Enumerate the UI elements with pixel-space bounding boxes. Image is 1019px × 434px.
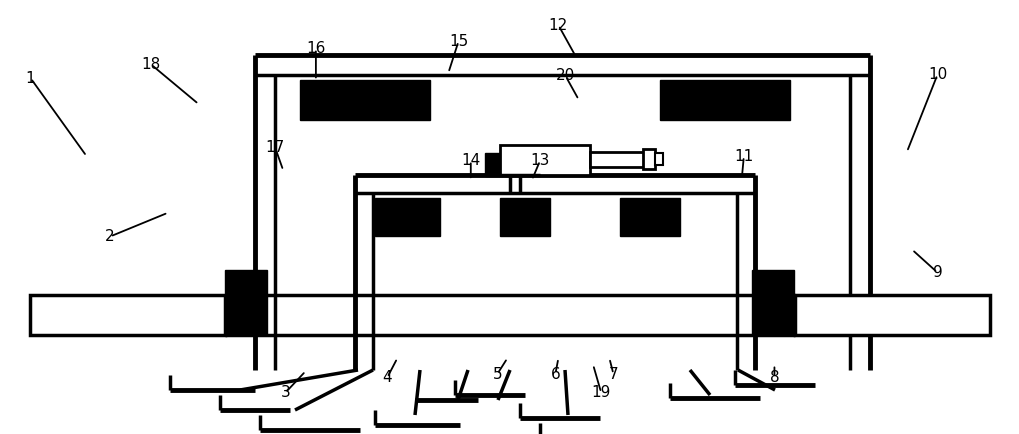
Bar — [225, 270, 267, 335]
Text: 8: 8 — [769, 370, 780, 385]
Text: 7: 7 — [608, 367, 619, 381]
Text: 12: 12 — [549, 18, 568, 33]
Bar — [752, 270, 794, 335]
Text: 13: 13 — [530, 153, 550, 168]
Bar — [620, 198, 680, 236]
Bar — [590, 152, 645, 167]
Bar — [795, 295, 990, 335]
Text: 11: 11 — [735, 149, 753, 164]
Text: 3: 3 — [280, 385, 290, 400]
Text: 5: 5 — [492, 367, 502, 381]
Text: 6: 6 — [550, 367, 560, 381]
Bar — [500, 198, 550, 236]
Bar — [500, 145, 590, 175]
Bar — [375, 198, 440, 236]
Text: 1: 1 — [25, 71, 36, 85]
Bar — [300, 80, 430, 120]
Text: 10: 10 — [928, 67, 947, 82]
Bar — [655, 153, 663, 165]
Bar — [660, 80, 790, 120]
Bar — [643, 149, 655, 169]
Text: 2: 2 — [105, 229, 115, 244]
Text: 16: 16 — [306, 41, 326, 56]
Text: 14: 14 — [462, 153, 480, 168]
Bar — [30, 295, 225, 335]
Text: 19: 19 — [591, 385, 611, 400]
Text: 15: 15 — [449, 34, 468, 49]
Bar — [485, 153, 503, 175]
Text: 18: 18 — [142, 57, 160, 72]
Text: 17: 17 — [266, 140, 284, 155]
Text: 20: 20 — [556, 69, 575, 83]
Text: 4: 4 — [382, 370, 392, 385]
Text: 9: 9 — [932, 265, 943, 280]
